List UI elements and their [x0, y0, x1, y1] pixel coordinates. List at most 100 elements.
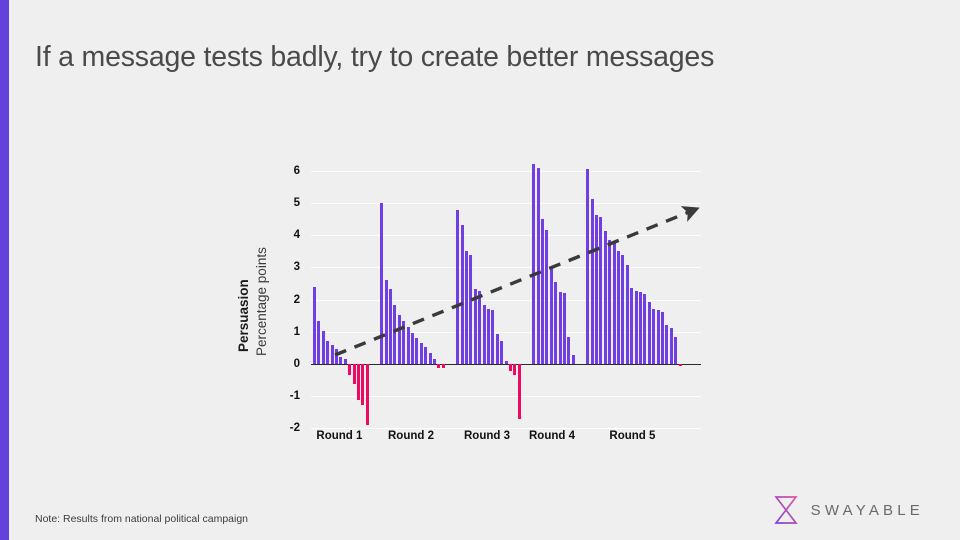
bar — [487, 308, 490, 364]
bar — [330, 345, 334, 364]
bar — [608, 239, 612, 364]
bar — [621, 254, 625, 364]
bar — [482, 305, 486, 364]
bar — [465, 250, 468, 364]
bar — [639, 292, 642, 364]
y-tick-label: 3 — [293, 261, 300, 274]
bar — [509, 363, 512, 371]
bar — [656, 310, 660, 364]
bar — [478, 290, 482, 364]
bar — [406, 327, 410, 364]
bar — [541, 218, 544, 364]
bar — [469, 254, 473, 364]
bar — [321, 331, 325, 364]
bar — [393, 305, 397, 364]
y-axis-title: Persuasion — [236, 279, 251, 352]
bar — [317, 321, 321, 364]
brand-name: SWAYABLE — [810, 501, 924, 519]
bar — [590, 199, 594, 364]
bar — [365, 363, 369, 426]
bar — [491, 309, 495, 364]
bar — [630, 287, 634, 364]
bar — [339, 356, 343, 364]
bar — [437, 363, 441, 368]
bar — [428, 352, 432, 364]
footnote: Note: Results from national political ca… — [35, 513, 249, 525]
bar — [495, 333, 499, 364]
bar — [545, 229, 549, 364]
bar — [665, 324, 669, 364]
bar — [473, 288, 477, 364]
bar — [599, 216, 603, 364]
y-tick-label: -2 — [289, 422, 300, 434]
bar — [433, 359, 436, 364]
accent-stripe — [0, 0, 9, 540]
bar — [348, 363, 352, 375]
gridline — [311, 267, 701, 269]
bar — [313, 287, 316, 364]
bar — [634, 290, 638, 364]
gridline — [311, 428, 701, 429]
bar — [571, 355, 575, 364]
bar — [652, 308, 656, 364]
bar — [424, 347, 428, 364]
bar — [402, 321, 406, 364]
hourglass-logo-icon — [774, 496, 798, 524]
y-axis-ticks: 6 5 4 3 2 1 0 -1 -2 — [266, 0, 300, 540]
bar — [617, 251, 620, 364]
gridline — [311, 171, 701, 173]
brand-lockup: SWAYABLE — [773, 495, 924, 525]
bar — [380, 202, 384, 364]
x-tick-label: Round 5 — [609, 430, 656, 442]
bar — [504, 360, 508, 364]
y-tick-label: 0 — [293, 357, 300, 370]
bar — [352, 363, 356, 384]
bar — [612, 242, 616, 364]
bar — [411, 332, 414, 364]
page-title: If a message tests badly, try to create … — [35, 41, 715, 73]
bar — [558, 292, 562, 364]
bar — [567, 337, 571, 364]
bar — [517, 363, 521, 419]
x-tick-label: Round 1 — [316, 430, 363, 442]
bar — [419, 342, 423, 364]
bar — [586, 169, 590, 364]
y-axis-title-group: Persuasion Percentage points — [222, 196, 269, 356]
bar — [625, 264, 629, 364]
y-tick-label: 5 — [293, 197, 300, 210]
y-tick-label: 1 — [293, 325, 300, 338]
bar — [326, 340, 330, 364]
gridline — [311, 395, 701, 397]
bar — [384, 280, 388, 364]
bar — [647, 302, 651, 364]
bar — [500, 340, 504, 364]
y-tick-label: 4 — [293, 229, 300, 242]
bar — [549, 266, 553, 364]
zero-baseline — [311, 363, 701, 366]
bar — [335, 348, 338, 364]
plot-region — [311, 155, 701, 429]
y-tick-label: 6 — [293, 165, 300, 178]
bar — [643, 293, 647, 364]
x-tick-label: Round 4 — [529, 430, 575, 442]
bar — [603, 231, 607, 364]
bar — [669, 328, 673, 364]
x-tick-label: Round 3 — [464, 430, 510, 442]
bar — [460, 225, 464, 364]
bar — [532, 163, 536, 364]
x-tick-label: Round 2 — [388, 430, 434, 442]
y-tick-label: -1 — [289, 389, 300, 402]
bar — [595, 215, 598, 364]
bar — [554, 281, 558, 364]
bar — [357, 363, 360, 400]
bar — [441, 363, 445, 369]
bar — [678, 363, 682, 366]
y-tick-label: 2 — [293, 293, 300, 306]
bar — [661, 311, 664, 364]
bar — [456, 210, 460, 364]
gridline — [311, 235, 701, 237]
bar — [397, 314, 401, 364]
bar — [389, 289, 392, 364]
